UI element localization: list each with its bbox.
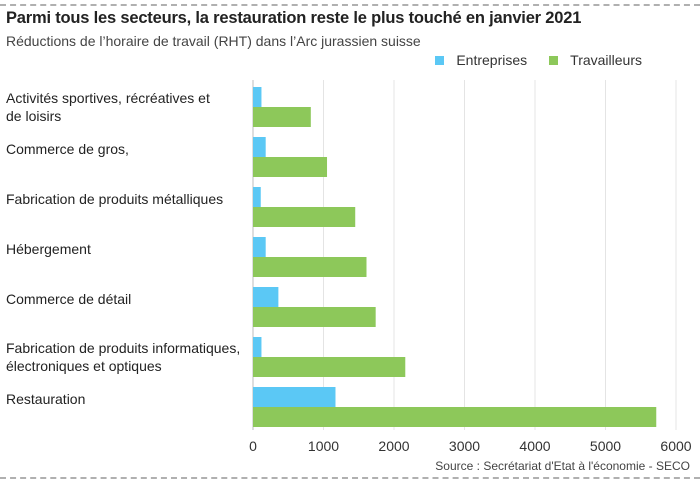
category-label: Fabrication de produits informatiques, é… <box>6 340 241 374</box>
legend-item-travailleurs: Travailleurs <box>549 52 642 68</box>
legend: Entreprises Travailleurs <box>413 52 642 68</box>
x-tick-label: 1000 <box>308 438 339 454</box>
x-tick-label: 4000 <box>519 438 550 454</box>
category-label: Commerce de détail <box>6 291 132 307</box>
legend-label-entreprises: Entreprises <box>456 52 528 68</box>
category-label: Restauration <box>6 391 86 407</box>
category-label: Fabrication de produits métalliques <box>6 191 224 207</box>
x-tick-label: 5000 <box>590 438 621 454</box>
chart-subtitle: Réductions de l’horaire de travail (RHT)… <box>6 33 421 49</box>
x-tick-label: 3000 <box>449 438 480 454</box>
legend-item-entreprises: Entreprises <box>435 52 527 68</box>
bar-entreprises <box>253 287 279 307</box>
legend-swatch-entreprises <box>435 55 445 65</box>
bar-entreprises <box>253 87 262 107</box>
chart-title: Parmi tous les secteurs, la restauration… <box>6 9 582 27</box>
bar-travailleurs <box>253 307 376 327</box>
category-label: Commerce de gros, <box>6 141 129 157</box>
bar-entreprises <box>253 187 261 207</box>
x-tick-label: 6000 <box>660 438 691 454</box>
x-tick-label: 0 <box>249 438 257 454</box>
category-label: Activités sportives, récréatives et de l… <box>6 90 210 124</box>
top-dashed-rule <box>0 4 700 6</box>
bar-entreprises <box>253 237 266 257</box>
bar-travailleurs <box>253 107 311 127</box>
bar-entreprises <box>253 137 266 157</box>
legend-label-travailleurs: Travailleurs <box>570 52 642 68</box>
bar-entreprises <box>253 387 336 407</box>
bar-travailleurs <box>253 157 328 177</box>
legend-swatch-travailleurs <box>549 55 559 65</box>
source-note: Source : Secrétariat d'Etat à l'économie… <box>435 459 690 473</box>
bar-travailleurs <box>253 357 406 377</box>
category-label: Hébergement <box>6 241 91 257</box>
bar-entreprises <box>253 337 262 357</box>
bar-travailleurs <box>253 257 367 277</box>
x-tick-label: 2000 <box>378 438 409 454</box>
bottom-dashed-rule <box>0 477 700 479</box>
bar-travailleurs <box>253 407 657 427</box>
bar-travailleurs <box>253 207 356 227</box>
